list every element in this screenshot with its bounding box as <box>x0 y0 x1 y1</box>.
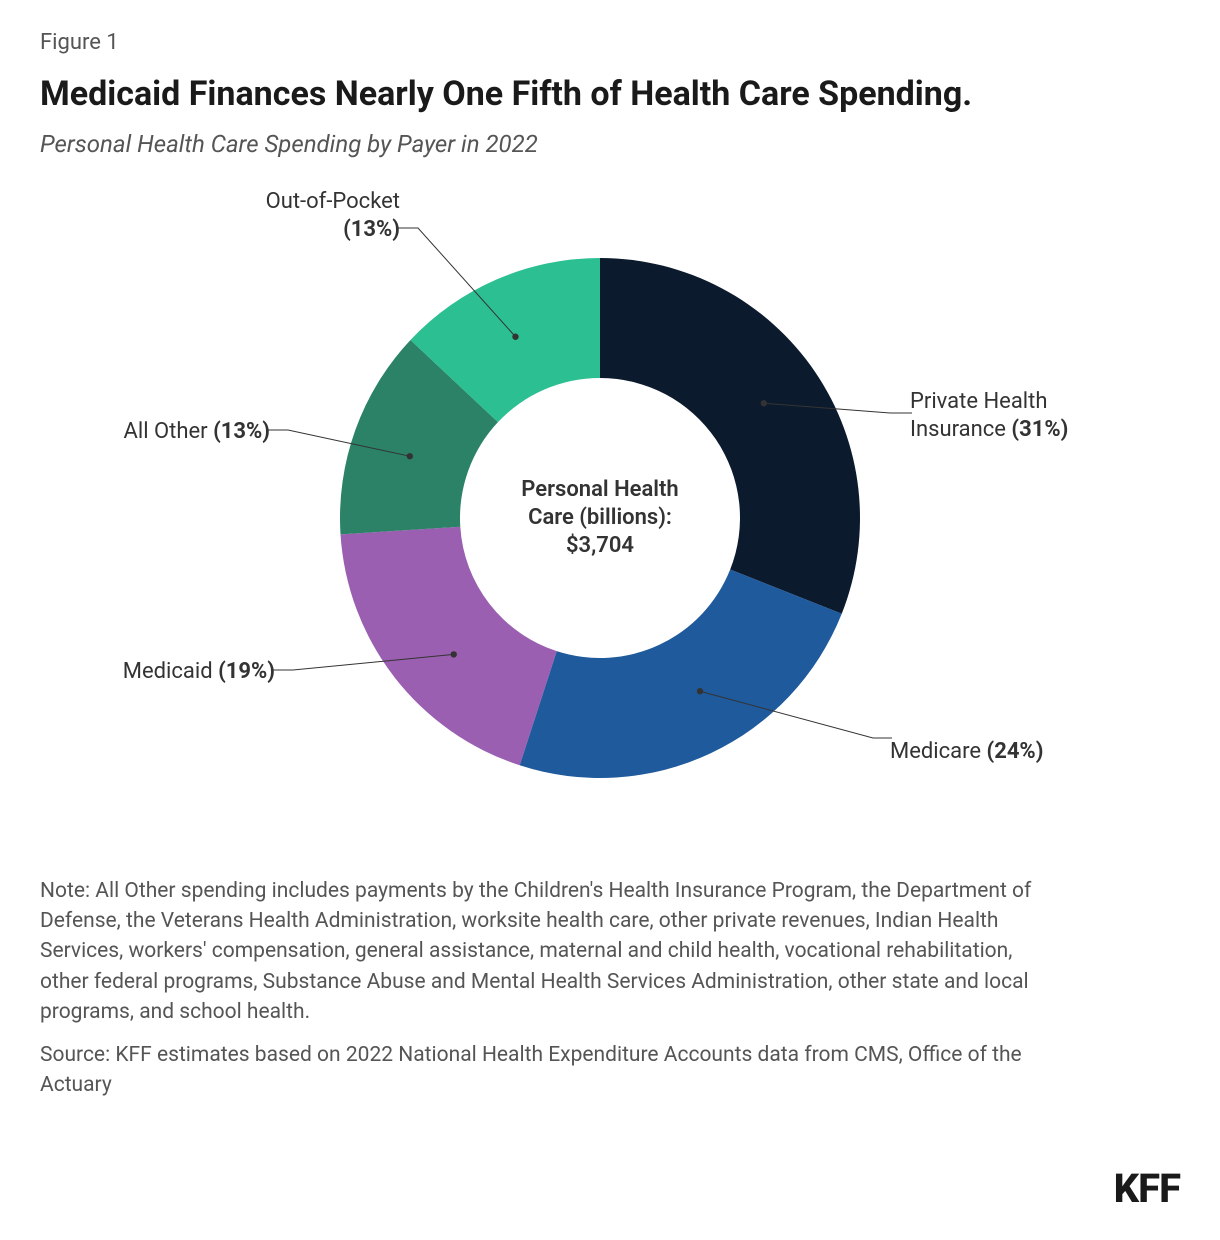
center-label: Personal HealthCare (billions):$3,704 <box>521 477 678 558</box>
slice-medicaid <box>341 526 557 764</box>
figure-label: Figure 1 <box>40 30 1180 55</box>
donut-chart: Private HealthInsurance (31%) Medicare (2… <box>40 168 1180 868</box>
slice-private-health-insurance <box>600 258 860 614</box>
notes-block: Note: All Other spending includes paymen… <box>40 876 1060 1101</box>
source-text: Source: KFF estimates based on 2022 Nati… <box>40 1040 1060 1101</box>
brand-logo: KFF <box>1114 1165 1180 1212</box>
slice-label: Out-of-Pocket(13%) <box>266 189 400 242</box>
slice-label: Private HealthInsurance (31%) <box>910 389 1068 442</box>
note-text: Note: All Other spending includes paymen… <box>40 876 1060 1028</box>
chart-subtitle: Personal Health Care Spending by Payer i… <box>40 130 1180 158</box>
donut-svg: Private HealthInsurance (31%) Medicare (2… <box>40 168 1180 868</box>
slice-medicare <box>520 569 842 777</box>
slice-label: Medicare (24%) <box>890 739 1043 764</box>
slice-label: Medicaid (19%) <box>123 659 275 684</box>
slice-label: All Other (13%) <box>124 419 270 444</box>
chart-title: Medicaid Finances Nearly One Fifth of He… <box>40 73 1180 116</box>
